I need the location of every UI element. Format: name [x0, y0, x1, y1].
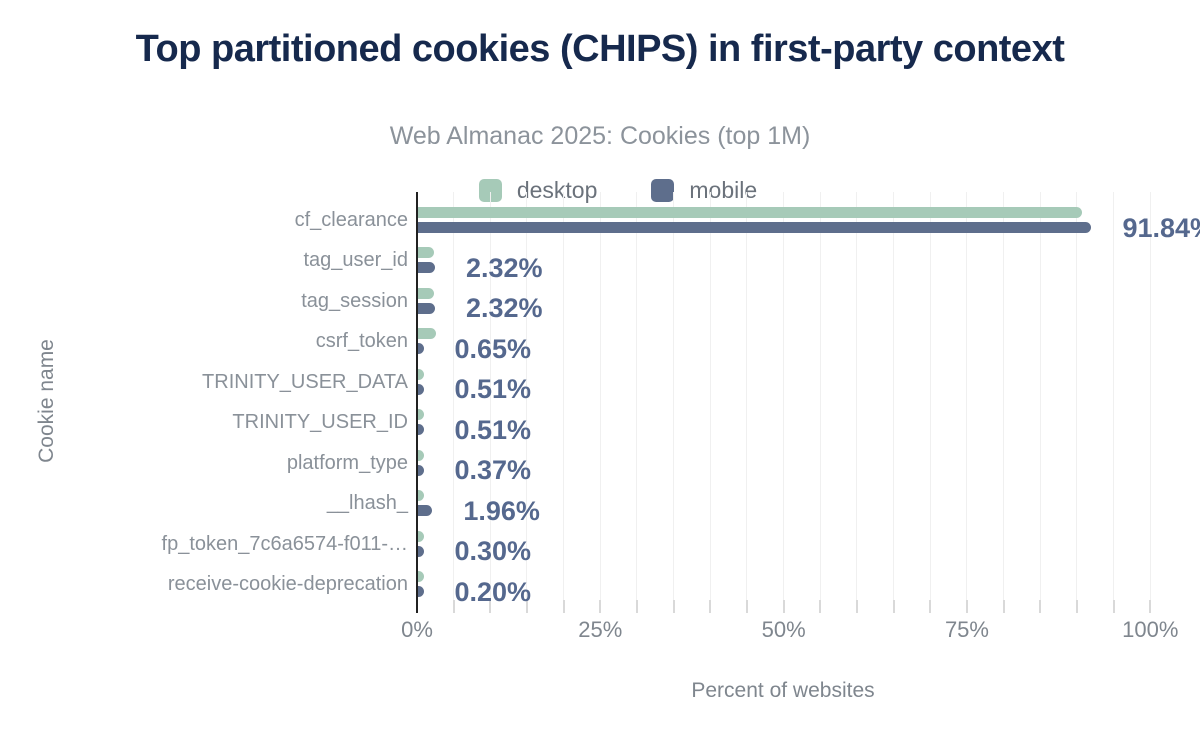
category-label: TRINITY_USER_DATA [202, 370, 408, 393]
category-label: fp_token_7c6a6574-f011-… [161, 532, 408, 555]
legend-swatch-icon [651, 179, 675, 202]
gridline-55pct [819, 192, 821, 608]
category-label: csrf_token [315, 330, 408, 353]
gridline-50pct [783, 192, 785, 608]
x-tick-mark-75pct [965, 600, 968, 613]
bar-mobile[interactable] [418, 586, 424, 598]
x-tick-label: 25% [578, 617, 623, 642]
bar-mobile[interactable] [418, 505, 433, 517]
gridline-80pct [1003, 192, 1005, 608]
x-tick-mark-100pct [1149, 600, 1152, 613]
x-tick-mark-25pct [599, 600, 602, 613]
bar-mobile[interactable] [418, 262, 435, 274]
gridline-95pct [1113, 192, 1115, 608]
gridline-40pct [709, 192, 711, 608]
x-tick-mark-35pct [672, 600, 675, 613]
gridline-25pct [599, 192, 601, 608]
bar-mobile[interactable] [418, 222, 1092, 233]
x-tick-label: 50% [761, 617, 806, 642]
category-label: TRINITY_USER_ID [232, 411, 408, 434]
y-axis-line [415, 192, 418, 613]
bar-desktop[interactable] [418, 449, 424, 461]
bar-desktop[interactable] [418, 368, 424, 380]
x-tick-mark-60pct [855, 600, 858, 613]
bar-desktop[interactable] [418, 247, 435, 259]
x-tick-mark-80pct [1002, 600, 1005, 613]
value-label: 0.20% [454, 576, 532, 607]
x-tick-mark-65pct [892, 600, 895, 613]
x-tick-mark-85pct [1039, 600, 1042, 613]
gridline-70pct [929, 192, 931, 608]
bar-desktop[interactable] [418, 287, 435, 299]
y-axis-title: Cookie name [35, 339, 58, 463]
category-label: platform_type [286, 451, 408, 474]
gridline-35pct [673, 192, 675, 608]
bar-mobile[interactable] [418, 343, 424, 355]
value-label: 0.30% [454, 536, 532, 567]
gridline-85pct [1039, 192, 1041, 608]
value-label: 2.32% [466, 252, 543, 283]
category-label: cf_clearance [294, 209, 408, 231]
value-label: 0.51% [454, 374, 532, 405]
gridline-90pct [1076, 192, 1078, 608]
chart-title: Top partitioned cookies (CHIPS) in first… [135, 28, 1065, 70]
gridline-100pct [1149, 192, 1151, 608]
bar-desktop[interactable] [418, 207, 1083, 218]
value-label: 91.84% [1122, 212, 1200, 243]
legend-label: mobile [689, 177, 758, 203]
x-tick-mark-30pct [635, 600, 638, 613]
gridline-20pct [563, 192, 565, 608]
chart-subtitle: Web Almanac 2025: Cookies (top 1M) [389, 122, 811, 150]
x-tick-label: 100% [1122, 617, 1179, 642]
legend-item-desktop[interactable]: desktop [478, 177, 598, 204]
bar-mobile[interactable] [418, 302, 435, 314]
x-tick-mark-20pct [562, 600, 565, 613]
category-label: __lhash_ [326, 492, 408, 515]
value-label: 1.96% [463, 495, 540, 526]
category-label: tag_user_id [303, 249, 408, 272]
x-tick-mark-45pct [745, 600, 748, 613]
legend-item-mobile[interactable]: mobile [651, 177, 757, 204]
value-label: 0.37% [454, 455, 532, 486]
gridline-5pct [453, 192, 455, 608]
x-tick-mark-90pct [1075, 600, 1078, 613]
bar-mobile[interactable] [418, 464, 424, 476]
x-tick-label: 0% [401, 617, 433, 642]
legend-swatch-icon [478, 179, 502, 202]
gridline-75pct [966, 192, 968, 608]
value-label: 0.65% [454, 333, 532, 364]
bar-desktop[interactable] [418, 328, 436, 340]
value-label: 2.32% [466, 293, 543, 324]
x-tick-mark-95pct [1112, 600, 1115, 613]
x-tick-mark-40pct [709, 600, 712, 613]
gridline-15pct [526, 192, 528, 608]
x-tick-mark-15pct [525, 600, 528, 613]
bar-mobile[interactable] [418, 424, 424, 436]
category-label: receive-cookie-deprecation [167, 573, 408, 596]
gridline-60pct [856, 192, 858, 608]
x-axis-title: Percent of websites [691, 679, 875, 702]
x-tick-mark-10pct [489, 600, 492, 613]
x-tick-mark-55pct [819, 600, 822, 613]
x-tick-mark-5pct [452, 600, 455, 613]
gridline-45pct [746, 192, 748, 608]
x-tick-mark-50pct [782, 600, 785, 613]
bar-desktop[interactable] [418, 530, 424, 542]
category-label: tag_session [301, 289, 408, 312]
bar-mobile[interactable] [418, 383, 424, 395]
legend: desktop mobile [18, 177, 1200, 204]
legend-label: desktop [516, 177, 598, 203]
bar-desktop[interactable] [418, 409, 424, 421]
gridline-30pct [636, 192, 638, 608]
gridline-65pct [893, 192, 895, 608]
bar-desktop[interactable] [418, 571, 424, 583]
x-tick-mark-70pct [929, 600, 932, 613]
value-label: 0.51% [454, 414, 532, 445]
bar-desktop[interactable] [418, 490, 424, 502]
x-tick-label: 75% [944, 617, 989, 642]
bar-mobile[interactable] [418, 545, 424, 557]
gridline-10pct [489, 192, 491, 608]
